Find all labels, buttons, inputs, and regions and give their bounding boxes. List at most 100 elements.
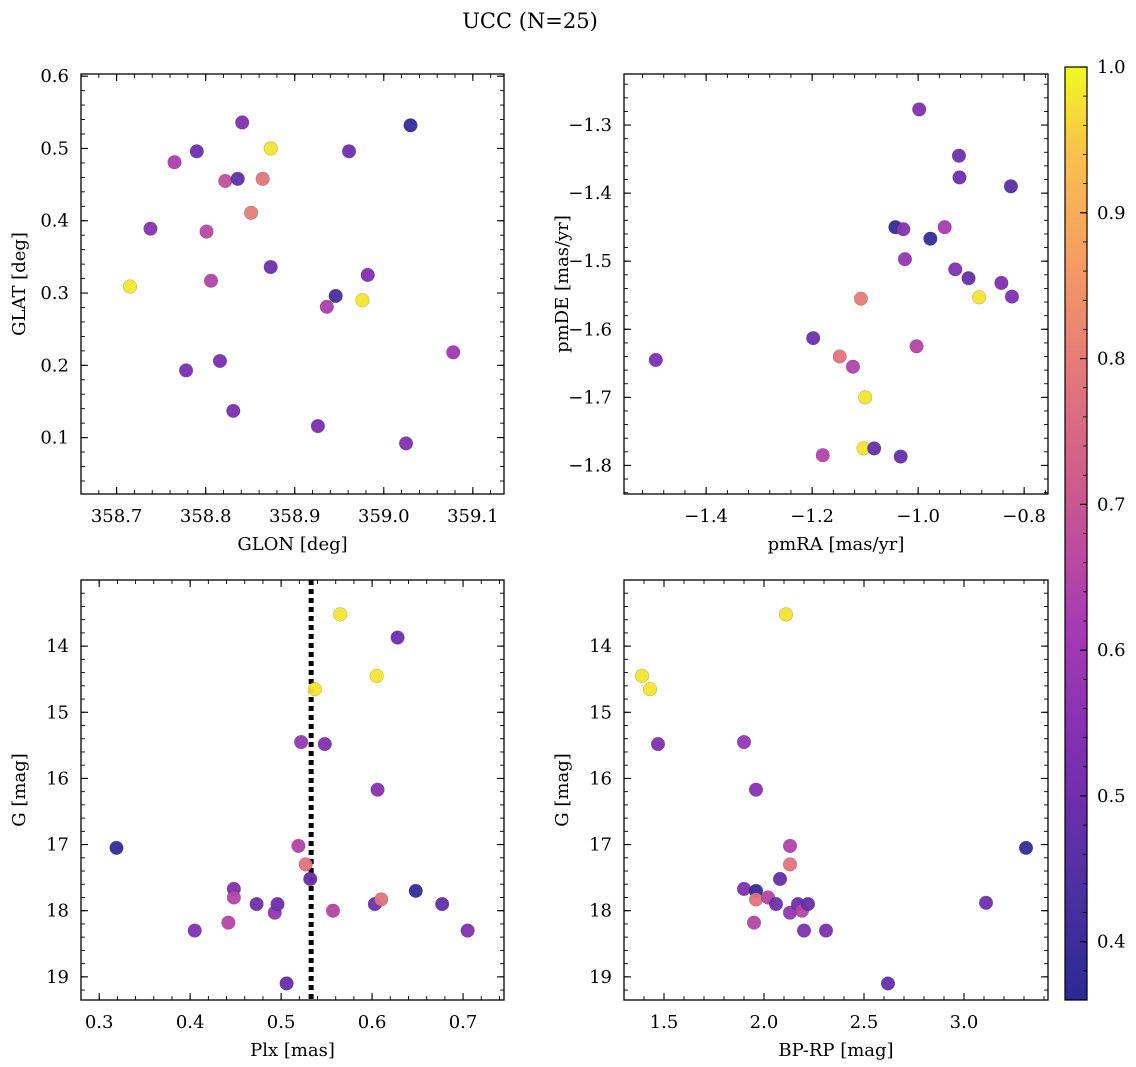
data-point	[307, 682, 322, 697]
data-point	[460, 923, 475, 938]
panel-bottom-right: 1.5 2.0 2.5 3.0 14 15 16 17 18 19 BP-RP [mag] G [ma…	[552, 579, 1049, 1061]
data-point	[772, 871, 788, 887]
data-point	[294, 734, 309, 750]
data-point	[303, 871, 318, 887]
data-point	[279, 976, 294, 991]
data-point	[748, 892, 764, 907]
x-tick-label: 0.4	[176, 1012, 205, 1033]
data-point	[218, 173, 233, 189]
data-point	[122, 279, 138, 294]
data-point	[650, 736, 666, 752]
data-point	[187, 923, 202, 938]
data-point	[1004, 289, 1020, 304]
data-point	[948, 262, 963, 277]
data-point	[403, 118, 418, 133]
data-point	[325, 903, 341, 918]
plot-frame	[80, 579, 505, 1001]
y-tick-label: 0.5	[40, 138, 69, 159]
colorbar-tick-label: 0.5	[1097, 786, 1126, 807]
data-point	[782, 838, 798, 853]
data-point	[270, 896, 285, 912]
data-point	[951, 148, 967, 163]
data-point	[189, 144, 204, 159]
x-tick-label: 358.8	[180, 506, 232, 527]
x-tick-label: 2.0	[750, 1012, 779, 1033]
x-tick-label: 358.9	[269, 506, 321, 527]
data-point	[226, 403, 241, 418]
data-point	[778, 607, 794, 622]
x-tick-label: −1.0	[896, 506, 940, 527]
data-point	[746, 915, 762, 930]
x-tick-label: 359.1	[447, 506, 499, 527]
data-point	[310, 418, 325, 434]
y-tick-label: −1.8	[568, 455, 612, 476]
data-point	[212, 353, 228, 369]
data-point	[748, 782, 764, 797]
y-tick-label: 14	[589, 636, 612, 657]
data-point	[235, 115, 250, 130]
data-point	[994, 275, 1009, 291]
data-point	[845, 359, 861, 374]
y-tick-label: −1.5	[568, 251, 612, 272]
x-tick-label: 0.3	[85, 1012, 114, 1033]
data-point	[634, 668, 650, 684]
x-axis-label: GLON [deg]	[237, 534, 347, 555]
data-point	[912, 102, 927, 117]
plot-frame	[80, 73, 505, 495]
data-point	[291, 838, 306, 853]
data-point	[319, 299, 334, 314]
data-point	[867, 441, 882, 456]
y-tick-label: 14	[46, 636, 69, 657]
x-tick-label: 2.5	[850, 1012, 879, 1033]
y-tick-label: 0.6	[40, 66, 69, 87]
data-point	[178, 363, 194, 378]
data-point	[1003, 179, 1019, 194]
y-axis-label: G [mag]	[9, 753, 30, 826]
figure-title: UCC (N=25)	[462, 9, 598, 33]
y-tick-label: 16	[46, 768, 69, 789]
x-tick-label: 1.5	[650, 1012, 679, 1033]
x-tick-label: −1.4	[684, 506, 728, 527]
x-tick-label: 0.7	[449, 1012, 478, 1033]
data-point	[736, 734, 752, 750]
y-tick-label: −1.3	[568, 115, 612, 136]
data-point	[815, 448, 830, 463]
y-tick-label: 19	[589, 967, 612, 988]
data-point	[971, 290, 987, 305]
x-tick-label: −1.2	[790, 506, 834, 527]
colorbar-tick-label: 0.6	[1097, 640, 1126, 661]
x-tick-label: 359.0	[358, 506, 410, 527]
plot-frame	[623, 579, 1049, 1001]
x-tick-label: 3.0	[950, 1012, 979, 1033]
y-axis-label: GLAT [deg]	[9, 232, 30, 336]
data-point	[768, 896, 784, 912]
y-tick-label: 18	[46, 901, 69, 922]
x-tick-label: 0.5	[267, 1012, 296, 1033]
data-point	[937, 220, 952, 235]
data-point	[360, 267, 375, 283]
data-point	[263, 141, 278, 156]
x-axis-label: Plx [mas]	[250, 1040, 335, 1061]
y-axis-label: pmDE [mas/yr]	[552, 215, 573, 353]
data-point	[961, 271, 976, 286]
y-tick-label: 0.2	[40, 355, 69, 376]
data-point	[858, 390, 873, 405]
data-point	[923, 231, 938, 246]
data-point	[369, 668, 384, 684]
y-tick-label: −1.6	[568, 319, 612, 340]
x-tick-label: 0.6	[358, 1012, 387, 1033]
x-tick-label: 358.7	[91, 506, 143, 527]
y-tick-label: 17	[46, 835, 69, 856]
panel-top-right: −1.4 −1.2 −1.0 −0.8 −1.8 −1.7 −1.6 −1.5 −1.4 −1.3…	[552, 73, 1049, 555]
data-point	[249, 896, 264, 912]
data-point	[298, 857, 313, 872]
x-tick-label: −0.8	[1002, 506, 1046, 527]
data-point	[390, 630, 405, 645]
data-point	[782, 857, 798, 872]
data-point	[203, 273, 219, 288]
data-point	[341, 144, 357, 159]
data-point	[642, 682, 658, 697]
panel-top-left: 358.7 358.8 358.9 359.0 359.1 0.1 0.2 0.3 0.4 0.5…	[9, 66, 505, 555]
colorbar-tick-label: 0.8	[1097, 349, 1126, 370]
